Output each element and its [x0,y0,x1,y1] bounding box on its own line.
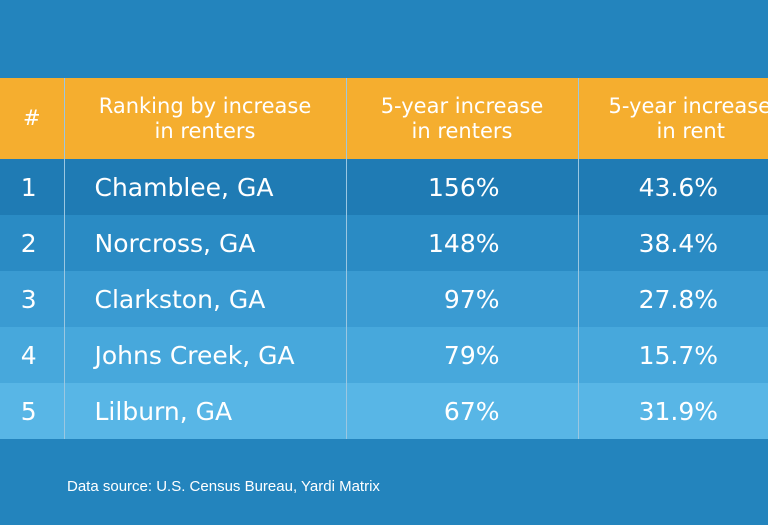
header-renters: 5-year increase in renters [346,78,579,159]
rank-cell: 1 [0,159,65,215]
header-city-line2: in renters [154,118,256,143]
header-rank: # [0,78,65,159]
rent-increase-cell: 31.9% [638,396,718,426]
renters-increase-cell: 79% [346,327,579,383]
table-row: 4 Johns Creek, GA 79% 15.7% [0,327,768,383]
rank-cell: 3 [0,271,65,327]
table-body: 1 Chamblee, GA 156% 43.6% 2 Norcross, GA 148% 3… [0,159,768,439]
rent-increase-cell: 38.4% [638,228,718,258]
renters-increase-cell: 97% [346,271,579,327]
renters-increase-cell: 67% [346,383,579,439]
header-renters-line1: 5-year increase [380,93,544,118]
rank-cell: 2 [0,215,65,271]
table-row: 5 Lilburn, GA 67% 31.9% [0,383,768,439]
rent-increase-cell: 15.7% [638,340,718,370]
city-cell: Johns Creek, GA [64,327,347,383]
city-cell: Lilburn, GA [64,383,347,439]
renters-increase-cell: 156% [346,159,579,215]
rent-increase-cell: 27.8% [638,284,718,314]
header-rent-line2: in rent [656,118,725,143]
rankings-table: # Ranking by increase in renters 5-year … [0,78,768,439]
header-rank-line: # [22,106,41,130]
table-row: 2 Norcross, GA 148% 38.4% [0,215,768,271]
header-renters-line2: in renters [411,118,513,143]
table-row: 3 Clarkston, GA 97% 27.8% [0,271,768,327]
renters-increase-cell: 148% [346,215,579,271]
rent-increase-cell: 43.6% [638,172,718,202]
rank-cell: 5 [0,383,65,439]
rank-cell: 4 [0,327,65,383]
header-rent: 5-year increase in rent [578,78,768,159]
table-row: 1 Chamblee, GA 156% 43.6% [0,159,768,215]
city-cell: Clarkston, GA [64,271,347,327]
header-rent-line1: 5-year increase [608,93,768,118]
city-cell: Norcross, GA [64,215,347,271]
header-city: Ranking by increase in renters [64,78,347,159]
data-source-note: Data source: U.S. Census Bureau, Yardi M… [67,478,380,495]
header-city-line1: Ranking by increase [98,93,312,118]
header-row: # Ranking by increase in renters 5-year … [0,78,768,159]
city-cell: Chamblee, GA [64,159,347,215]
